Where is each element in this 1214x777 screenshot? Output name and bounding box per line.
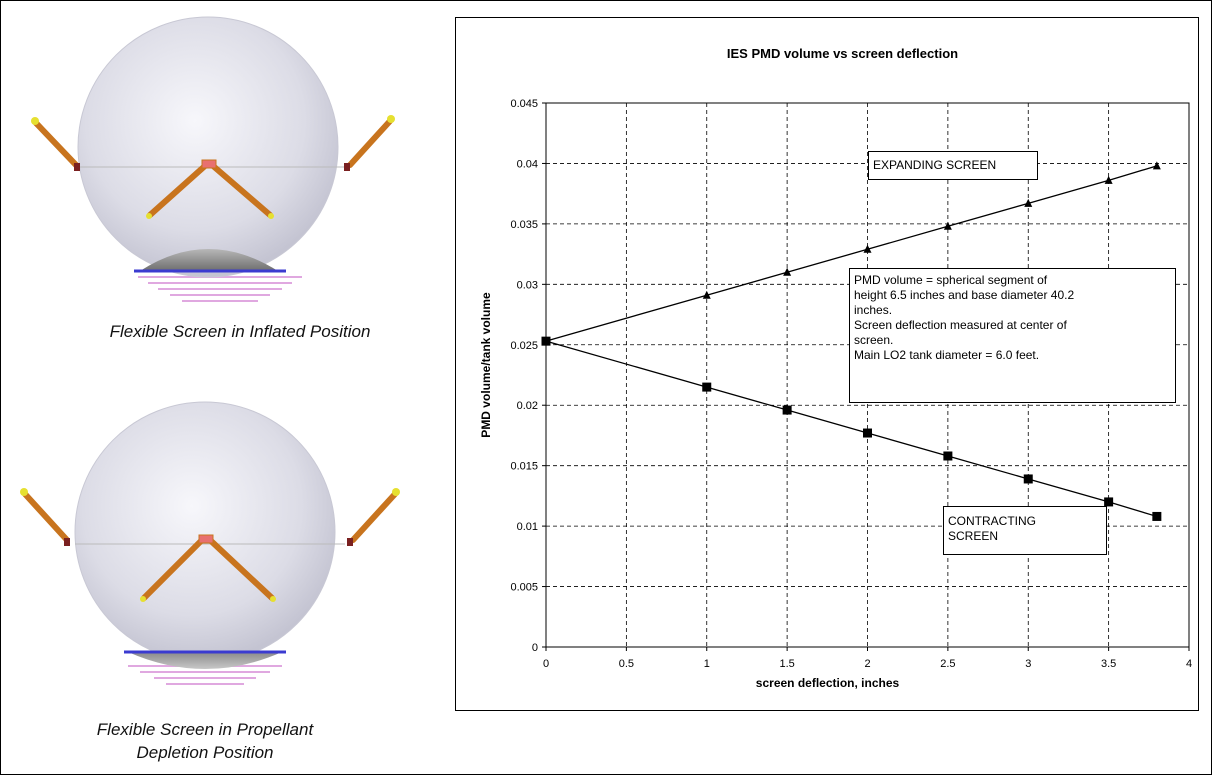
x-tick-label: 0.5 — [619, 658, 634, 670]
x-tick-label: 1.5 — [779, 658, 794, 670]
y-tick-label: 0.015 — [510, 461, 538, 473]
pmd-note-box: PMD volume = spherical segment of height… — [849, 268, 1176, 403]
caption-depleted-line-1: Flexible Screen in Propellant — [96, 720, 314, 739]
data-point — [702, 290, 711, 299]
note-line-2: height 6.5 inches and base diameter 40.2 — [854, 288, 1075, 302]
x-tick-label: 4 — [1186, 658, 1192, 670]
caption-inflated: Flexible Screen in Inflated Position — [109, 322, 371, 341]
data-point — [1152, 511, 1162, 521]
y-tick-label: 0.03 — [517, 279, 538, 291]
x-tick-label: 2.5 — [940, 658, 955, 670]
chart-svg: IES PMD volume vs screen deflection 0 0.5 1… — [479, 46, 1192, 690]
y-tick-label: 0.01 — [517, 521, 538, 533]
x-tick-label: 0 — [543, 658, 549, 670]
data-point — [702, 382, 712, 392]
data-point — [783, 267, 792, 276]
data-point — [863, 244, 872, 253]
data-point — [1104, 497, 1114, 507]
chart-panel: IES PMD volume vs screen deflection 0 0.5 1… — [455, 17, 1199, 711]
data-point — [1152, 161, 1161, 170]
note-line-4: Screen deflection measured at center of — [854, 318, 1067, 332]
data-point — [943, 221, 952, 230]
data-point — [863, 428, 872, 438]
data-point — [1023, 474, 1033, 484]
tank-inflated-screen-icon — [31, 16, 395, 302]
x-tick-label: 3.5 — [1101, 658, 1116, 670]
caption-depleted: Flexible Screen in Propellant Depletion … — [40, 718, 370, 764]
x-tick-label: 3 — [1025, 658, 1031, 670]
note-line-1: PMD volume = spherical segment of — [854, 273, 1048, 287]
contracting-screen-label: CONTRACTING SCREEN — [943, 506, 1107, 555]
y-axis-label: PMD volume/tank volume — [479, 292, 493, 438]
contracting-line-1: CONTRACTING — [948, 514, 1036, 528]
note-line-6: Main LO2 tank diameter = 6.0 feet. — [854, 348, 1040, 362]
y-tick-label: 0.045 — [510, 98, 538, 110]
y-tick-label: 0.005 — [510, 582, 538, 594]
x-tick-label: 2 — [864, 658, 870, 670]
y-tick-label: 0 — [532, 642, 538, 654]
x-axis-label: screen deflection, inches — [756, 676, 900, 690]
data-point — [541, 336, 551, 346]
series-line-2 — [545, 340, 1158, 518]
caption-depleted-line-2: Depletion Position — [136, 743, 274, 762]
contracting-line-2: SCREEN — [948, 529, 999, 543]
note-line-5: screen. — [854, 333, 894, 347]
chart-title: IES PMD volume vs screen deflection — [727, 46, 958, 61]
data-point — [782, 405, 792, 415]
x-tick-label: 1 — [704, 658, 710, 670]
y-tick-label: 0.04 — [517, 158, 538, 170]
data-point — [943, 451, 953, 461]
y-tick-label: 0.02 — [517, 400, 538, 412]
series-line-1 — [545, 165, 1158, 342]
data-point — [1104, 175, 1113, 184]
tank-depleted-screen-icon — [20, 401, 400, 685]
data-point — [1024, 198, 1033, 207]
note-line-3: inches. — [854, 303, 893, 317]
expanding-screen-label: EXPANDING SCREEN — [868, 151, 1038, 180]
y-tick-label: 0.025 — [510, 340, 538, 352]
y-tick-label: 0.035 — [510, 219, 538, 231]
